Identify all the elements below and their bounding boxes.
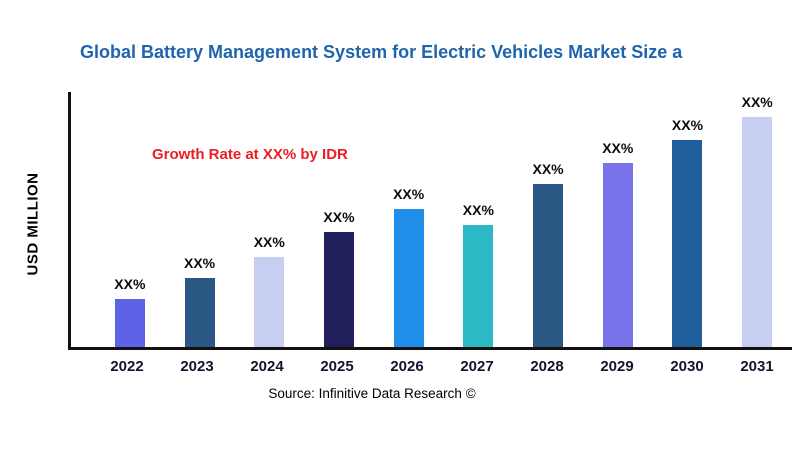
bar-2031 <box>742 117 773 347</box>
x-tick-2029: 2029 <box>600 358 634 375</box>
bar-slot: XX% <box>165 92 235 347</box>
bar-value-label: XX% <box>602 140 634 156</box>
bar-slot: XX% <box>95 92 165 347</box>
y-axis-label: USD MILLION <box>24 172 42 276</box>
source-text: Source: Infinitive Data Research © <box>268 386 476 401</box>
x-tick-2028: 2028 <box>530 358 564 375</box>
bar-2022 <box>114 299 145 347</box>
bar-value-label: XX% <box>671 117 704 133</box>
plot-area: XX% XX% XX% XX% XX% XX% XX% XX% XX% XX% <box>68 92 792 350</box>
bar-value-label: XX% <box>323 209 355 225</box>
bar-2028 <box>533 184 564 347</box>
x-tick-2025: 2025 <box>320 358 354 375</box>
bar-value-label: XX% <box>741 94 773 110</box>
bar-slot: XX% <box>374 92 444 347</box>
bar-value-label: XX% <box>532 161 564 177</box>
bar-2029 <box>602 163 633 347</box>
bar-slot: XX% <box>583 92 653 347</box>
bar-2027 <box>463 225 494 347</box>
x-tick-2022: 2022 <box>110 358 144 375</box>
bar-2026 <box>393 209 424 347</box>
bar-slot: XX% <box>653 92 723 347</box>
bar-slot: XX% <box>234 92 304 347</box>
bar-slot: XX% <box>722 92 792 347</box>
growth-rate-annotation: Growth Rate at XX% by IDR <box>152 146 348 163</box>
bar-slot: XX% <box>444 92 514 347</box>
x-tick-2024: 2024 <box>250 358 284 375</box>
x-tick-2030: 2030 <box>670 358 704 375</box>
bar-2030 <box>672 140 703 347</box>
bar-value-label: XX% <box>114 276 146 292</box>
x-tick-2027: 2027 <box>460 358 494 375</box>
x-tick-2031: 2031 <box>740 358 774 375</box>
x-tick-2026: 2026 <box>390 358 424 375</box>
chart-title: Global Battery Management System for Ele… <box>80 42 683 62</box>
bar-value-label: XX% <box>462 202 494 218</box>
bar-2023 <box>184 278 215 347</box>
bar-value-label: XX% <box>253 234 285 250</box>
x-tick-2023: 2023 <box>180 358 214 375</box>
bar-value-label: XX% <box>393 186 425 202</box>
bar-value-label: XX% <box>183 255 216 271</box>
x-axis-labels: 2022 2023 2024 2025 2026 2027 2028 2029 2030 2031 <box>68 358 792 375</box>
bar-2025 <box>323 232 354 347</box>
bar-2024 <box>254 257 285 347</box>
bar-slot: XX% <box>304 92 374 347</box>
bar-slot: XX% <box>513 92 583 347</box>
